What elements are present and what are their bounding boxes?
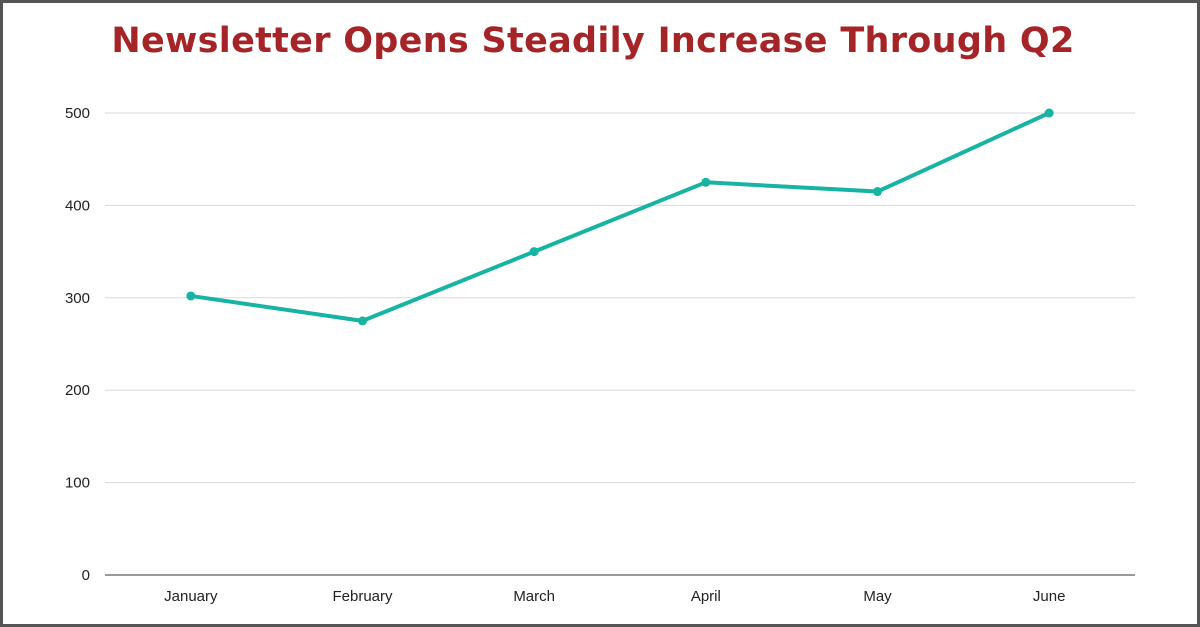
x-tick-label: March xyxy=(513,588,555,605)
y-tick-label: 500 xyxy=(65,105,90,122)
data-point xyxy=(186,291,196,301)
data-point xyxy=(873,187,882,197)
series-line xyxy=(190,111,1050,323)
x-tick-label: May xyxy=(863,588,892,605)
x-tick-label: January xyxy=(164,588,218,605)
y-tick-label: 200 xyxy=(65,382,90,399)
data-point xyxy=(701,177,711,187)
y-tick-label: 100 xyxy=(65,475,90,492)
x-tick-label: February xyxy=(332,588,393,605)
chart-title: Newsletter Opens Steadily Increase Throu… xyxy=(111,21,1075,61)
y-tick-label: 300 xyxy=(65,290,90,307)
x-tick-label: June xyxy=(1033,588,1066,605)
y-tick-label: 0 xyxy=(82,567,90,584)
x-tick-label: April xyxy=(691,588,721,605)
data-point xyxy=(529,247,539,257)
data-point xyxy=(1044,108,1054,118)
y-tick-label: 400 xyxy=(65,197,90,214)
data-point xyxy=(358,316,367,326)
